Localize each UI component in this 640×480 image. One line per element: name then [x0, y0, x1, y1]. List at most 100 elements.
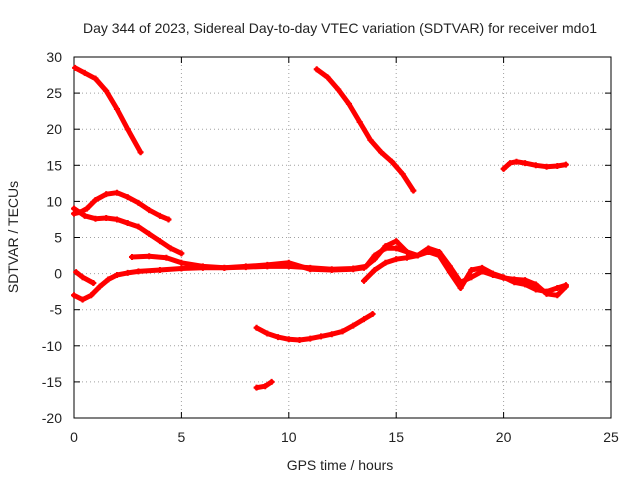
x-tick-label: 10 — [281, 429, 297, 445]
y-tick-label: 25 — [46, 85, 62, 101]
data-point — [371, 266, 378, 273]
data-point — [264, 330, 271, 337]
data-point — [96, 283, 103, 290]
x-tick-label: 0 — [70, 429, 78, 445]
data-point — [103, 191, 110, 198]
y-tick-label: -5 — [50, 302, 63, 318]
data-point — [146, 207, 153, 214]
series-arc1 — [72, 64, 144, 156]
series-line — [254, 311, 376, 343]
data-point — [369, 311, 376, 318]
y-tick-label: 15 — [46, 157, 62, 173]
x-tick-label: 5 — [178, 429, 186, 445]
data-point — [92, 75, 99, 82]
data-point — [360, 277, 367, 284]
data-point — [156, 266, 163, 273]
data-point — [199, 263, 206, 270]
data-point — [382, 259, 389, 266]
data-point — [532, 281, 539, 288]
data-point — [103, 87, 110, 94]
data-point — [360, 264, 367, 271]
y-axis-label: SDTVAR / TECUs — [5, 181, 21, 293]
data-point — [436, 252, 443, 259]
data-point — [393, 245, 400, 252]
data-point — [403, 254, 410, 261]
data-point — [124, 194, 131, 201]
data-point — [253, 324, 260, 331]
data-point — [543, 288, 550, 295]
data-point — [72, 64, 79, 71]
data-point — [135, 223, 142, 230]
data-point — [324, 74, 331, 81]
data-point — [83, 205, 90, 212]
data-point — [79, 296, 86, 303]
data-point — [79, 274, 86, 281]
data-point — [71, 205, 77, 212]
data-point — [135, 199, 142, 206]
data-point — [307, 266, 314, 273]
series-arc11 — [500, 158, 569, 172]
data-point — [178, 259, 185, 266]
data-point — [81, 212, 88, 219]
series-arc3 — [71, 205, 185, 257]
data-point — [393, 238, 400, 245]
y-tick-label: 10 — [46, 193, 62, 209]
data-point — [500, 274, 507, 281]
data-point — [124, 269, 131, 276]
data-point — [146, 230, 153, 237]
data-point — [296, 337, 303, 344]
data-point — [253, 384, 260, 391]
data-point — [522, 281, 529, 288]
data-point — [403, 248, 410, 255]
data-point — [103, 215, 110, 222]
data-point — [388, 158, 395, 165]
data-point — [367, 137, 374, 144]
data-point — [264, 261, 271, 268]
y-tick-label: -10 — [42, 338, 62, 354]
data-point — [105, 276, 112, 283]
axis-ticks: 0 5 10 15 20 25 -20 -15 -10 -5 0 5 10 15 20 25 30 — [42, 49, 619, 445]
y-tick-label: 5 — [54, 230, 62, 246]
data-point — [113, 216, 120, 223]
data-point — [489, 270, 496, 277]
data-point — [543, 163, 550, 170]
data-point — [178, 265, 185, 272]
data-point — [268, 378, 275, 385]
data-point — [156, 238, 163, 245]
series-arc8 — [253, 311, 376, 344]
y-tick-label: 30 — [46, 49, 62, 65]
data-point — [285, 259, 292, 266]
data-point — [479, 264, 486, 271]
data-point — [113, 272, 120, 279]
data-point — [382, 243, 389, 250]
data-point — [128, 253, 135, 260]
data-point — [350, 322, 357, 329]
data-point — [146, 253, 153, 260]
data-point — [410, 187, 417, 194]
data-point — [156, 212, 163, 219]
series-arc6 — [128, 238, 410, 273]
data-point — [167, 245, 174, 252]
data-point — [178, 250, 185, 257]
data-point — [221, 264, 228, 271]
data-point — [73, 269, 80, 276]
data-point — [328, 331, 335, 338]
data-point — [500, 165, 507, 172]
data-point — [532, 286, 539, 293]
data-point — [562, 161, 569, 168]
data-point — [71, 292, 77, 299]
data-point — [360, 316, 367, 323]
y-tick-label: 0 — [54, 266, 62, 282]
y-tick-label: 20 — [46, 121, 62, 137]
x-tick-label: 25 — [603, 429, 619, 445]
grid — [74, 57, 611, 418]
data-point — [378, 149, 385, 156]
data-point — [562, 282, 569, 289]
data-point — [285, 336, 292, 343]
data-point — [468, 266, 475, 273]
data-point — [371, 256, 378, 263]
data-point — [165, 216, 172, 223]
series-line — [72, 65, 144, 155]
data-point — [163, 254, 170, 261]
